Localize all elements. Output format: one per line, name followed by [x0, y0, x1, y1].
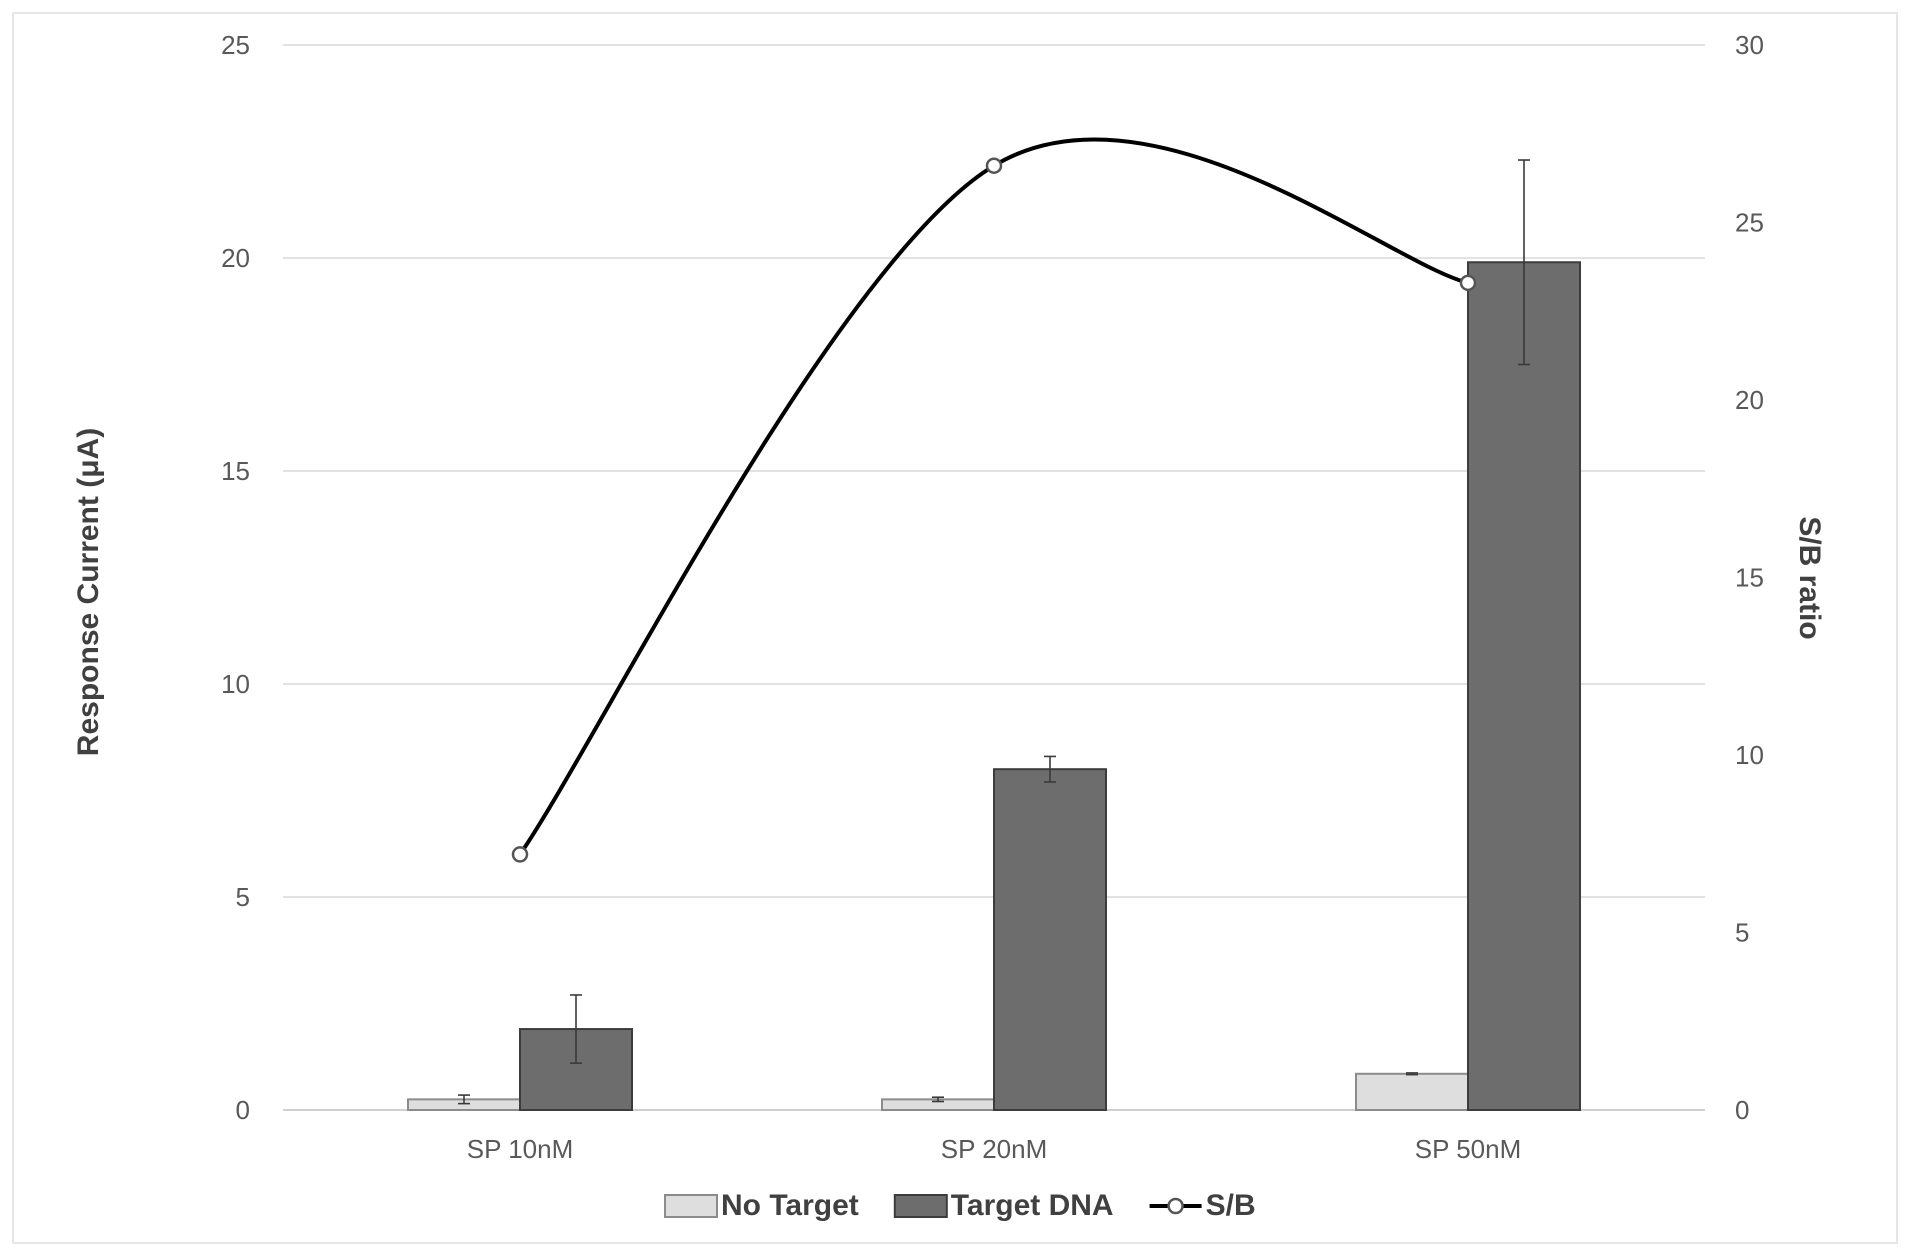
y2-tick-label: 10: [1735, 740, 1764, 770]
legend-swatch: [664, 1194, 718, 1218]
y2-axis-title: S/B ratio: [1793, 516, 1826, 639]
error-bar: [1518, 159, 1530, 366]
sb-point: [511, 846, 529, 863]
y-axis-title: Response Current (μA): [72, 428, 105, 756]
bar-no-target: [1355, 1072, 1469, 1112]
sb-line: [518, 137, 1469, 856]
left-axis-ticks: 0 5 10 15 20 25: [221, 30, 250, 1125]
y-tick-label: 10: [221, 669, 250, 699]
sb-point: [985, 157, 1003, 174]
y2-tick-label: 15: [1735, 563, 1764, 593]
y2-tick-label: 0: [1735, 1095, 1749, 1125]
x-tick-label: SP 50nM: [1415, 1134, 1521, 1164]
category-axis-ticks: SP 10nM SP 20nM SP 50nM: [467, 1134, 1521, 1164]
right-axis-ticks: 0 5 10 15 20 25 30: [1735, 30, 1764, 1125]
error-bar: [1044, 755, 1056, 783]
error-bars: [458, 159, 1530, 1105]
error-bar: [570, 994, 582, 1064]
sb-line-layer: [511, 137, 1477, 863]
y2-tick-label: 5: [1735, 918, 1749, 948]
legend-label: S/B: [1206, 1189, 1256, 1222]
legend-line-marker: [1167, 1197, 1184, 1215]
chart-frame: [12, 12, 1898, 1244]
x-tick-label: SP 10nM: [467, 1134, 573, 1164]
y2-tick-label: 20: [1735, 385, 1764, 415]
bar-target-dna: [1467, 261, 1581, 1111]
bars: [407, 261, 1581, 1112]
y-tick-label: 20: [221, 243, 250, 273]
error-bar: [932, 1096, 944, 1103]
x-tick-label: SP 20nM: [941, 1134, 1047, 1164]
y-tick-label: 5: [236, 882, 250, 912]
y-tick-label: 0: [236, 1095, 250, 1125]
bar-target-dna: [993, 768, 1107, 1111]
sb-point: [1459, 274, 1477, 292]
error-bar: [1406, 1072, 1418, 1076]
legend-label: Target DNA: [951, 1189, 1114, 1222]
y-tick-label: 15: [221, 456, 250, 486]
legend: No Target Target DNA S/B: [664, 1189, 1256, 1222]
legend-swatch: [893, 1194, 948, 1218]
legend-label: No Target: [721, 1189, 859, 1222]
y2-tick-label: 30: [1735, 30, 1764, 60]
y-tick-label: 25: [221, 30, 250, 60]
error-bar: [458, 1094, 470, 1105]
y2-tick-label: 25: [1735, 208, 1764, 238]
